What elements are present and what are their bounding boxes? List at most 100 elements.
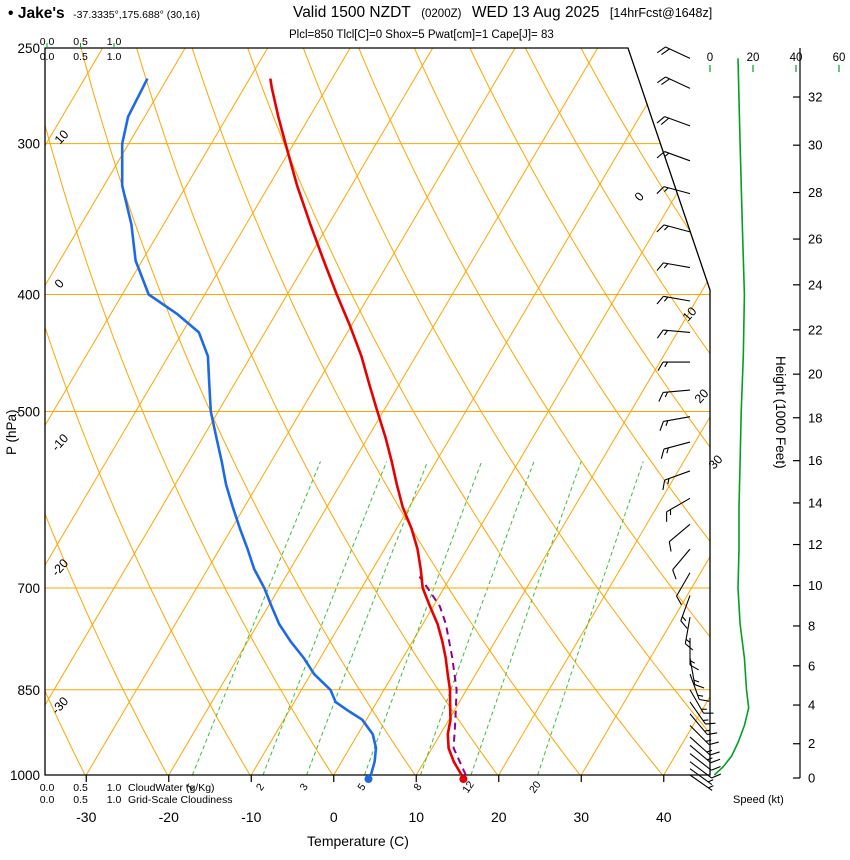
wind-barb-feather [680, 620, 688, 629]
wind-barb-feather [699, 698, 710, 702]
wind-barb-feather [659, 421, 664, 431]
wind-barb-feather [684, 643, 694, 651]
wind-barb-staff [689, 657, 696, 685]
wind-barb-staff [668, 523, 691, 543]
pressure-tick-label: 300 [17, 137, 40, 152]
wind-barb-half-feather [664, 361, 668, 368]
wind-barb-staff [689, 736, 711, 756]
cloudwater-axis-title: CloudWater (g/Kg) [128, 782, 215, 794]
temperature-tick-label: -10 [241, 809, 261, 825]
wind-barb-feather [709, 751, 720, 756]
wind-barb-feather [656, 186, 665, 195]
wind-barb-half-feather [663, 225, 669, 231]
speed-axis: 0 20 40 60 [707, 52, 846, 72]
wind-barb-feather [657, 46, 666, 54]
wind-barb-half-feather [708, 785, 714, 789]
wind-barb-feather [656, 151, 665, 159]
height-tick-label: 4 [808, 698, 815, 713]
wind-barb-feather [656, 116, 665, 124]
pressure-tick-label: 400 [17, 287, 40, 302]
cloudwater-scale-label: 1.0 [107, 36, 122, 48]
wind-barbs [656, 46, 721, 791]
height-axis-title: Height (1000 Feet) [773, 356, 788, 469]
wind-barb-half-feather [663, 330, 669, 336]
mixing-ratio-labels: 1 2 3 5 8 12 20 [183, 779, 543, 796]
wind-barb-feather [656, 329, 664, 339]
mixing-ratio-line [537, 461, 644, 775]
height-tick-label: 32 [808, 90, 822, 105]
height-tick-label: 30 [808, 138, 822, 153]
wind-barb-staff [689, 768, 713, 785]
skewt-grid [45, 48, 710, 775]
valid-time: Valid 1500 NZDT [293, 4, 411, 21]
wind-barb-half-feather [706, 749, 713, 753]
mixing-ratio-line [420, 461, 535, 775]
mixing-ratio-line [470, 461, 582, 775]
sounding-parameters: Plcl=850 Tlcl[C]=0 Shox=5 Pwat[cm]=1 Cap… [289, 29, 554, 41]
valid-time-header: Valid 1500 NZDT (0200Z) WED 13 Aug 2025 … [293, 4, 712, 22]
isotherm-label: -30 [49, 694, 72, 717]
height-tick-label: 10 [808, 578, 822, 593]
speed-tick-label: 60 [833, 52, 846, 64]
wind-barb-feather [661, 48, 670, 56]
isotherm-line [45, 48, 186, 775]
surface-dewpoint-dot [364, 775, 373, 783]
wind-barb-feather [657, 76, 666, 84]
pressure-axis-title: P (hPa) [4, 409, 19, 455]
mixing-ratio-label: 3 [298, 781, 311, 793]
wind-barb-feather [707, 732, 718, 736]
cloudwater-scale-label: 0.0 [40, 782, 55, 794]
wind-barb-staff [689, 761, 712, 779]
dry-adiabat-line [239, 48, 684, 775]
height-tick-label: 26 [808, 232, 822, 247]
cloudiness-axis-title: Grid-Scale Cloudiness [128, 794, 232, 806]
cloudiness-scale-label: 0.0 [40, 51, 55, 63]
wind-barb-feather [668, 541, 672, 552]
temperature-tick-label: 0 [330, 809, 338, 825]
isotherm-label: -20 [49, 556, 72, 579]
wind-barb-staff [663, 416, 691, 422]
pressure-tick-label: 1000 [10, 768, 40, 783]
height-tick-label: 14 [808, 495, 822, 510]
mixing-ratio-label: 8 [411, 781, 424, 793]
wind-barb-feather [672, 569, 677, 580]
cloudiness-scale-label: 0.5 [73, 51, 88, 63]
height-tick-label: 18 [808, 410, 822, 425]
mixing-ratio-label: 2 [254, 781, 267, 793]
dry-adiabat-line [45, 48, 99, 775]
plot-frame [44, 47, 711, 776]
isotherm-label: 0 [52, 276, 67, 291]
isotherm-line [580, 48, 710, 775]
wind-barb-feather [661, 78, 670, 86]
height-tick-label: 8 [808, 618, 815, 633]
dry-adiabat-line [129, 48, 517, 775]
dry-adiabat-line [404, 48, 710, 775]
wind-barb-feather [711, 765, 721, 771]
wind-barb-half-feather [664, 152, 670, 158]
wind-barb-half-feather [704, 729, 710, 732]
mixing-ratio-line [262, 461, 388, 775]
pressure-axis: 250 300 400 500 700 850 1000 [10, 41, 40, 783]
wind-barb-half-feather [663, 263, 669, 269]
dewpoint-curve [120, 78, 378, 776]
wind-barb-staff [689, 753, 712, 771]
valid-zulu: (0200Z) [421, 8, 462, 20]
pressure-tick-label: 250 [17, 41, 40, 56]
wind-barb-staff [663, 295, 691, 302]
station-bullet-icon: • [8, 5, 14, 22]
wind-barb-feather [710, 758, 721, 764]
cloudiness-scale-label: 1.0 [107, 51, 122, 63]
wind-barb-half-feather [697, 694, 704, 697]
wind-barb-half-feather [664, 391, 669, 398]
wind-barb-feather [658, 392, 664, 402]
surface-temperature-dot [459, 775, 468, 783]
cloudiness-scale-label: 0.0 [40, 794, 55, 806]
cloudwater-scale-label: 0.5 [73, 782, 88, 794]
wind-barb-half-feather [665, 420, 669, 426]
parcel-curve [418, 576, 467, 776]
temperature-tick-label: -20 [159, 809, 179, 825]
mixing-ratio-label: 20 [527, 779, 544, 796]
wind-barb-staff [672, 548, 691, 571]
height-tick-label: 6 [808, 658, 815, 673]
